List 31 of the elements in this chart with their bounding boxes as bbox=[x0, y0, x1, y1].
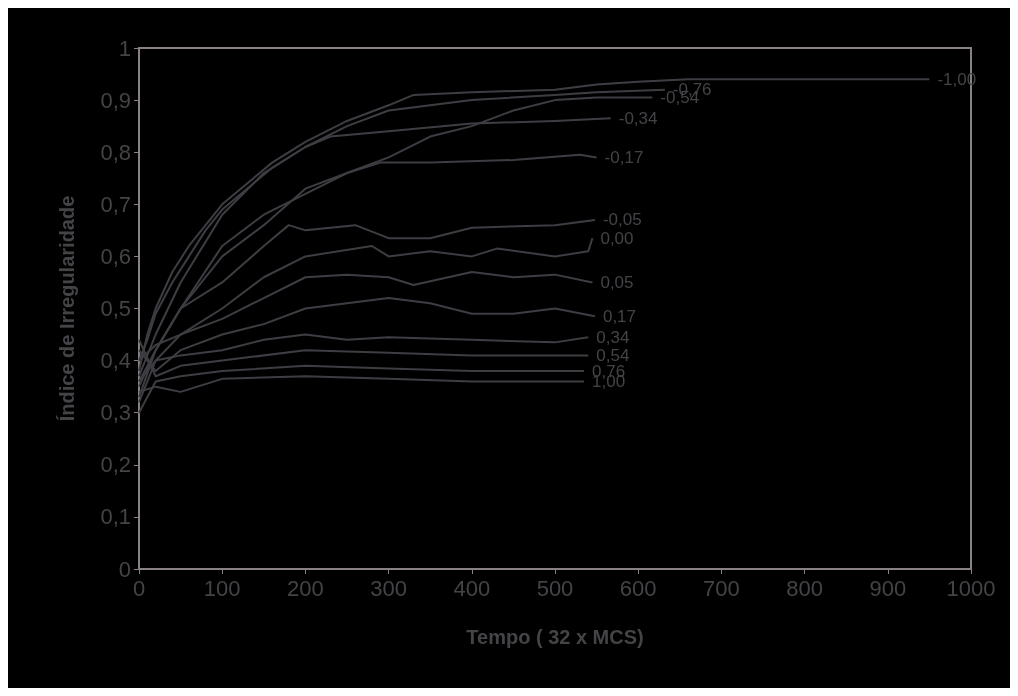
y-tick-label: 0,5 bbox=[100, 296, 131, 321]
x-axis-title: Tempo ( 32 x MCS) bbox=[466, 626, 644, 648]
x-tick-label: 800 bbox=[786, 575, 823, 601]
y-axis-title: Índice de Irregularidade bbox=[56, 195, 78, 422]
x-tick-label: 700 bbox=[703, 575, 740, 601]
series-label: -0,05 bbox=[602, 210, 642, 230]
series-label: -0,34 bbox=[618, 108, 658, 128]
y-tick-label: 1 bbox=[118, 35, 131, 61]
x-tick-label: 300 bbox=[370, 575, 407, 601]
y-tick-label: 0,6 bbox=[100, 243, 131, 269]
series-label: 0,05 bbox=[600, 272, 634, 292]
series-label: 0,34 bbox=[596, 327, 630, 347]
y-tick-label: 0,9 bbox=[100, 87, 131, 113]
x-tick-label: 200 bbox=[287, 575, 324, 601]
y-tick-label: 0,2 bbox=[100, 452, 131, 478]
x-tick-label: 600 bbox=[619, 575, 657, 601]
series-label: -0,17 bbox=[604, 147, 644, 167]
x-tick-label: 900 bbox=[869, 575, 907, 601]
y-tick-label: 0,3 bbox=[100, 400, 131, 426]
y-tick-label: 0 bbox=[118, 556, 131, 582]
x-tick-label: 500 bbox=[536, 575, 574, 601]
y-tick-label: 0,4 bbox=[100, 348, 131, 374]
series-label: 0,00 bbox=[600, 228, 634, 248]
y-tick-label: 0,7 bbox=[100, 191, 131, 217]
y-tick-label: 0,1 bbox=[100, 504, 131, 530]
x-tick-label: 400 bbox=[453, 575, 491, 601]
y-tick-label: 0,8 bbox=[100, 139, 131, 165]
x-tick-label: 1000 bbox=[946, 575, 996, 601]
series-label: 0,17 bbox=[602, 306, 637, 326]
x-tick-label: 100 bbox=[203, 575, 241, 601]
series-label: 0,54 bbox=[596, 345, 630, 365]
